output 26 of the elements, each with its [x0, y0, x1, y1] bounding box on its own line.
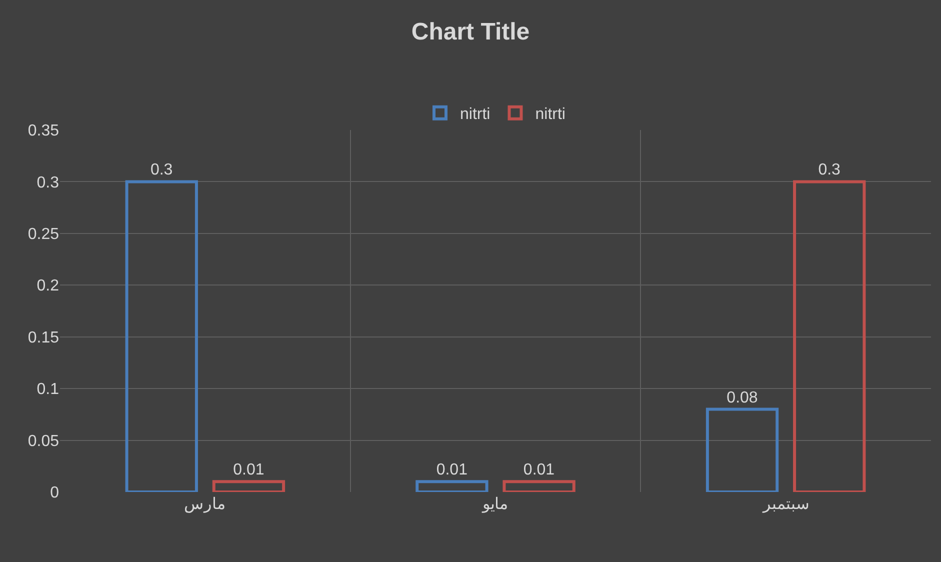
- bar: [125, 180, 198, 492]
- y-tick-label: 0.25: [28, 226, 60, 244]
- y-tick-label: 0.3: [36, 174, 60, 192]
- y-tick-label: 0.35: [28, 122, 60, 140]
- y-tick-label: 0.15: [28, 329, 60, 346]
- chart-title: Chart Title: [411, 18, 530, 46]
- legend-label: nitrti: [460, 106, 490, 124]
- data-label: 0.08: [726, 389, 758, 406]
- data-label: 0.01: [436, 462, 468, 479]
- y-tick-label: 0.05: [28, 432, 60, 450]
- x-tick-label: سبتمبر: [762, 496, 809, 513]
- data-label: 0.01: [233, 462, 264, 479]
- y-tick-label: 0.1: [36, 381, 60, 398]
- bar: [212, 480, 286, 492]
- bar: [793, 180, 866, 492]
- bar: [706, 408, 779, 492]
- x-tick-label: مايو: [482, 496, 508, 513]
- bar: [502, 480, 576, 492]
- data-label: 0.3: [150, 162, 173, 179]
- data-label: 0.3: [818, 162, 841, 179]
- y-tick-label: 0: [50, 484, 60, 502]
- legend-label: nitrti: [535, 106, 566, 124]
- data-label: 0.01: [523, 462, 555, 479]
- y-tick-label: 0.2: [36, 278, 60, 295]
- x-tick-label: مارس: [184, 496, 226, 513]
- bar: [416, 480, 488, 492]
